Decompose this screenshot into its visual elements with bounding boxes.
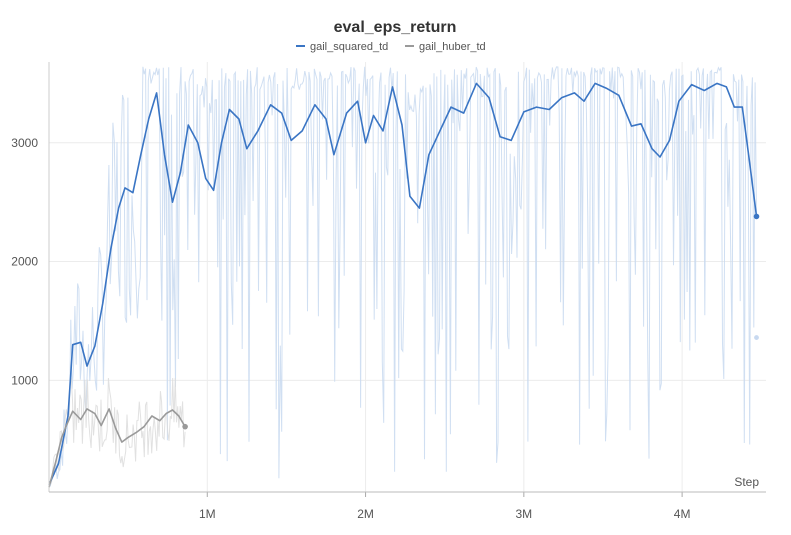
raw-line-gail_huber_td: [48, 377, 186, 489]
raw-line-gail_squared_td: [48, 66, 757, 487]
x-tick-label: 4M: [674, 507, 691, 521]
series-line-gail_huber_td: [48, 408, 186, 488]
series-end-point-gail_huber_td: [182, 423, 188, 430]
raw-series-layer: [48, 66, 757, 489]
axes: 1000 2000 3000 1M 2M 3M 4M: [11, 62, 766, 521]
series-layer: [48, 82, 760, 488]
y-tick-label: 2000: [11, 255, 38, 269]
x-tick-label: 1M: [199, 507, 216, 521]
y-tick-label: 3000: [11, 136, 38, 150]
y-tick-label: 1000: [11, 373, 38, 387]
x-tick-label: 3M: [515, 507, 532, 521]
legend-label-gail_huber_td: gail_huber_td: [419, 41, 486, 53]
legend: gail_squared_td gail_huber_td: [296, 41, 486, 53]
legend-label-gail_squared_td: gail_squared_td: [310, 41, 388, 53]
x-tick-label: 2M: [357, 507, 374, 521]
chart-title: eval_eps_return: [334, 19, 457, 36]
series-end-point-gail_squared_td: [753, 213, 760, 220]
series-line-gail_squared_td: [48, 82, 758, 486]
series-raw-end-point-gail_squared_td: [754, 335, 759, 340]
x-axis-title: Step: [734, 475, 759, 489]
